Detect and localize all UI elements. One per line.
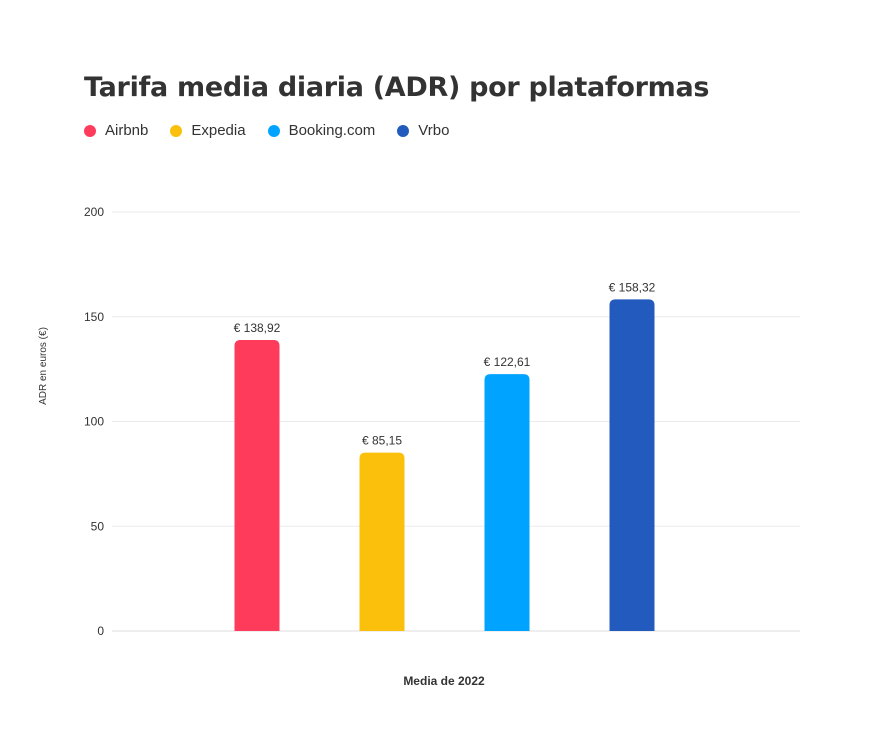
legend-label-airbnb: Airbnb bbox=[105, 122, 149, 139]
bar-expedia[interactable] bbox=[359, 452, 405, 631]
bar-airbnb[interactable] bbox=[234, 339, 280, 631]
legend-item-expedia[interactable]: Expedia bbox=[170, 122, 246, 139]
legend-swatch-vrbo bbox=[397, 124, 410, 137]
y-tick-label: 50 bbox=[91, 519, 105, 533]
y-tick-label: 200 bbox=[84, 205, 104, 219]
y-tick-label: 150 bbox=[84, 310, 104, 324]
y-tick-label: 0 bbox=[97, 624, 104, 638]
data-labels: € 138,92 € 85,15 € 122,61 € 158,32 bbox=[234, 280, 656, 447]
bars bbox=[234, 299, 655, 631]
legend-item-airbnb[interactable]: Airbnb bbox=[84, 122, 148, 139]
legend-swatch-airbnb bbox=[84, 124, 96, 137]
legend-label-vrbo: Vrbo bbox=[418, 122, 450, 139]
chart-title: Tarifa media diaria (ADR) por plataforma… bbox=[84, 72, 710, 103]
bar-booking-com[interactable] bbox=[484, 374, 530, 631]
legend-label-expedia: Expedia bbox=[191, 122, 246, 139]
legend-item-booking[interactable]: Booking.com bbox=[267, 122, 376, 139]
x-axis-label: Media de 2022 bbox=[403, 674, 485, 688]
y-axis-ticks: 0 50 100 150 200 bbox=[84, 205, 104, 638]
gridlines bbox=[112, 211, 800, 632]
bar-vrbo[interactable] bbox=[609, 299, 655, 631]
data-label: € 122,61 bbox=[484, 355, 531, 369]
legend-label-booking: Booking.com bbox=[288, 122, 376, 139]
y-tick-label: 100 bbox=[84, 415, 104, 429]
data-label: € 138,92 bbox=[234, 321, 281, 335]
data-label: € 158,32 bbox=[609, 280, 656, 294]
data-label: € 85,15 bbox=[362, 434, 402, 448]
legend-item-vrbo[interactable]: Vrbo bbox=[397, 122, 449, 139]
legend-swatch-expedia bbox=[170, 124, 183, 137]
y-axis-label: ADR en euros (€) bbox=[38, 327, 49, 405]
legend-swatch-booking bbox=[267, 124, 280, 137]
legend: Airbnb Expedia Booking.com Vrbo bbox=[84, 122, 471, 139]
